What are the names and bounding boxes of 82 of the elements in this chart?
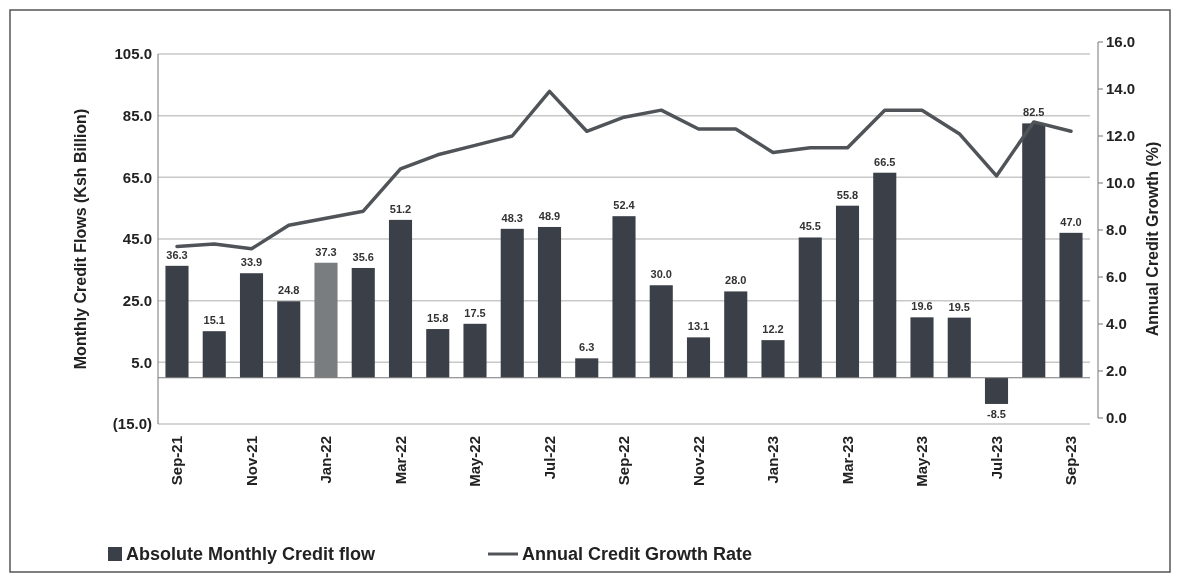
data-label: 47.0 xyxy=(1060,215,1082,228)
data-label: 35.6 xyxy=(352,250,374,263)
data-label: 48.9 xyxy=(538,209,561,222)
bar xyxy=(277,301,301,378)
data-label: 66.5 xyxy=(874,155,896,168)
legend-label: Annual Credit Growth Rate xyxy=(522,544,753,565)
x-tick-label: Sep-22 xyxy=(615,436,633,486)
data-label: 52.4 xyxy=(613,199,636,212)
y2-axis-title: Annual Credit Growth (%) xyxy=(1144,141,1161,337)
data-label: 15.1 xyxy=(203,314,225,327)
data-label: 24.8 xyxy=(278,284,300,297)
x-tick-label: Sep-21 xyxy=(168,436,186,486)
bar xyxy=(575,358,599,378)
y2-tick-label: 14.0 xyxy=(1106,80,1136,98)
bar xyxy=(239,273,264,378)
data-label: 15.8 xyxy=(427,312,449,325)
bar xyxy=(500,228,524,378)
x-tick-label: May-23 xyxy=(913,436,931,487)
bar xyxy=(351,267,375,378)
y-axis-title: Monthly Credit Flows (Ksh Billion) xyxy=(72,108,89,370)
x-tick-label: May-22 xyxy=(466,436,484,487)
x-tick-label: Jan-22 xyxy=(317,436,335,484)
bar xyxy=(873,172,897,378)
data-label: 19.5 xyxy=(948,300,970,313)
bar xyxy=(947,317,971,378)
bar xyxy=(463,323,487,378)
data-label: 36.3 xyxy=(166,248,188,261)
bar xyxy=(910,317,934,378)
data-label: 55.8 xyxy=(836,188,859,201)
bar xyxy=(835,205,860,378)
y2-tick-label: 8.0 xyxy=(1106,221,1127,239)
data-label: 30.0 xyxy=(650,268,672,281)
x-tick-label: Nov-21 xyxy=(242,436,260,487)
x-tick-label: Jul-23 xyxy=(987,436,1005,480)
x-tick-label: Sep-23 xyxy=(1062,436,1080,486)
bar xyxy=(649,285,673,378)
data-label: 37.3 xyxy=(315,245,337,258)
data-label: 19.6 xyxy=(911,300,933,313)
legend-label: Absolute Monthly Credit flow xyxy=(126,544,376,565)
x-tick-label: Nov-22 xyxy=(689,436,707,487)
y2-tick-label: 16.0 xyxy=(1106,33,1136,51)
y2-tick-label: 0.0 xyxy=(1106,409,1127,427)
bar xyxy=(724,291,748,378)
y2-tick-label: 10.0 xyxy=(1106,174,1136,192)
bar xyxy=(761,340,785,378)
data-label: 12.2 xyxy=(762,323,784,336)
x-tick-label: Mar-23 xyxy=(838,436,856,485)
bar xyxy=(686,337,711,378)
data-label: 6.3 xyxy=(579,341,595,354)
y-tick-label: 5.0 xyxy=(131,353,152,371)
data-label: 51.2 xyxy=(389,202,412,215)
y-tick-label: 65.0 xyxy=(122,168,152,186)
bar xyxy=(984,377,1009,404)
bar xyxy=(798,237,822,378)
data-label: 48.3 xyxy=(501,211,523,224)
x-tick-label: Mar-22 xyxy=(391,436,409,485)
data-label: 82.5 xyxy=(1023,106,1045,119)
y2-tick-label: 12.0 xyxy=(1106,127,1136,145)
data-label: 28.0 xyxy=(725,274,747,287)
y-tick-label: 85.0 xyxy=(122,106,152,124)
y2-tick-label: 2.0 xyxy=(1106,362,1127,380)
bar xyxy=(537,226,562,378)
y-tick-label: 25.0 xyxy=(122,291,152,309)
bar xyxy=(612,216,636,378)
data-label: 17.5 xyxy=(464,306,486,319)
x-tick-label: Jan-23 xyxy=(764,436,782,484)
x-tick-label: Jul-22 xyxy=(540,436,558,480)
bar xyxy=(1022,123,1046,378)
y-tick-label: 45.0 xyxy=(122,230,152,248)
bar xyxy=(202,331,226,378)
data-label: -8.5 xyxy=(987,407,1006,420)
y2-tick-label: 6.0 xyxy=(1106,268,1127,286)
data-label: 13.1 xyxy=(687,320,710,333)
y2-tick-label: 4.0 xyxy=(1106,315,1127,333)
bar xyxy=(388,219,413,378)
bar xyxy=(426,329,450,378)
bar xyxy=(1059,232,1083,378)
data-label: 45.5 xyxy=(799,220,821,233)
bar xyxy=(165,265,189,378)
y-tick-label: 105.0 xyxy=(114,45,152,63)
data-label: 33.9 xyxy=(240,256,263,269)
y-tick-label: (15.0) xyxy=(112,415,152,433)
